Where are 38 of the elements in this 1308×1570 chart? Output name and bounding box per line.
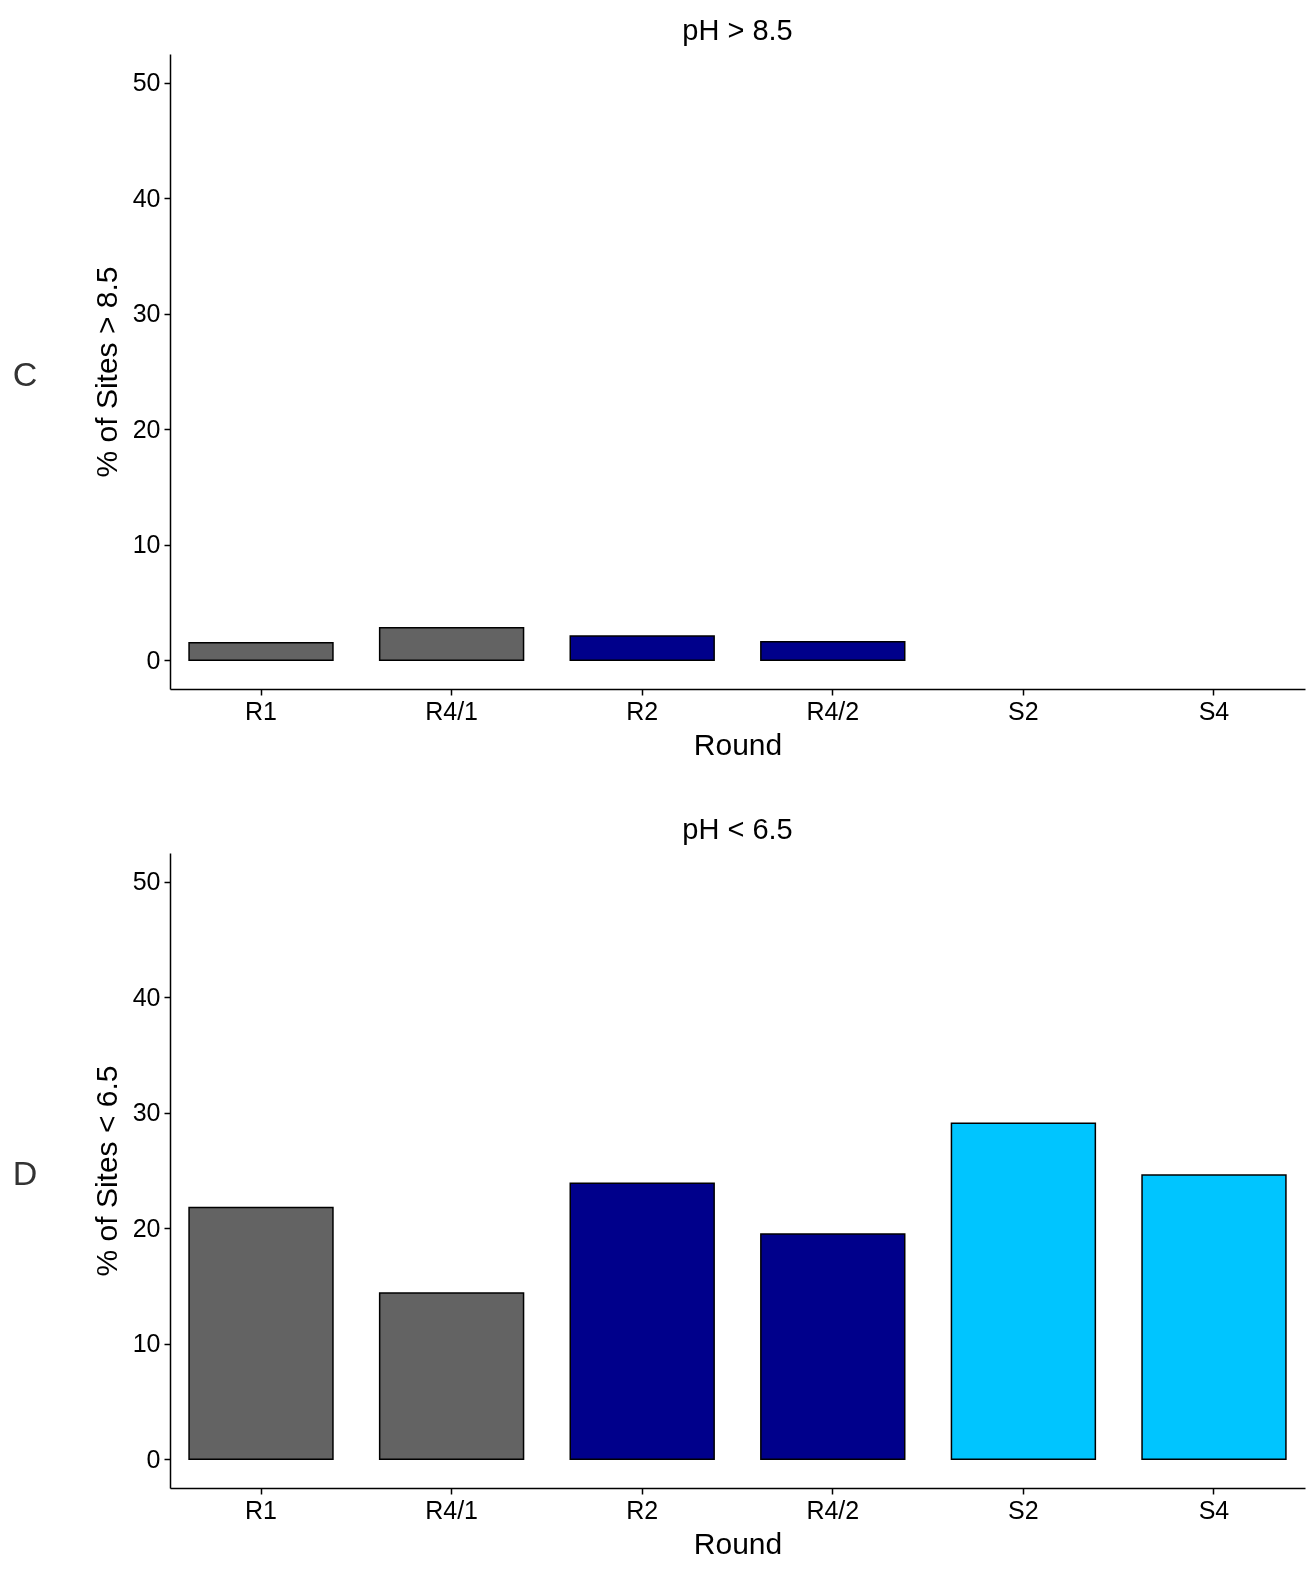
y-tick-label: 20	[132, 414, 161, 443]
text: D	[12, 1154, 38, 1192]
bar	[188, 1206, 334, 1460]
x-tick-label: R4/1	[425, 1495, 479, 1524]
y-tick-label: 30	[132, 299, 161, 328]
x-tick-label: S2	[1008, 696, 1039, 725]
y-tick-label: 50	[132, 867, 161, 896]
x-tick-label: R4/1	[425, 696, 479, 725]
y-tick-label: 20	[132, 1213, 161, 1242]
bar	[1141, 1174, 1287, 1460]
x-tick-label: R4/2	[806, 1495, 860, 1524]
chart-title: pH < 6.5	[682, 813, 793, 845]
y-tick-label: 0	[146, 645, 161, 674]
chart-title: pH > 8.5	[682, 14, 793, 46]
x-tick-label: R2	[626, 1495, 659, 1524]
x-axis-title: Round	[693, 727, 783, 761]
x-axis-title: Round	[693, 1526, 783, 1560]
x-tick-label: R1	[245, 1495, 277, 1524]
x-tick-label: S4	[1198, 1495, 1230, 1524]
y-tick-label: 0	[146, 1444, 161, 1473]
y-tick-label: 10	[132, 530, 161, 559]
bar	[378, 1292, 525, 1460]
bar	[950, 1122, 1097, 1460]
x-tick-label: S4	[1198, 696, 1230, 725]
x-tick-label: S2	[1008, 1495, 1039, 1524]
y-tick-label: 30	[132, 1098, 161, 1127]
y-axis-title: % of Sites > 8.5	[89, 266, 123, 478]
x-tick-label: R1	[245, 696, 277, 725]
text: C	[12, 355, 38, 393]
y-tick-label: 50	[132, 68, 161, 97]
bar	[569, 1182, 715, 1460]
y-axis-title: % of Sites < 6.5	[89, 1065, 123, 1277]
x-tick-label: R4/2	[806, 696, 860, 725]
y-tick-label: 10	[132, 1329, 161, 1358]
y-tick-label: 40	[132, 183, 161, 212]
bar	[760, 1233, 906, 1460]
y-tick-label: 40	[132, 982, 161, 1011]
x-tick-label: R2	[626, 696, 659, 725]
